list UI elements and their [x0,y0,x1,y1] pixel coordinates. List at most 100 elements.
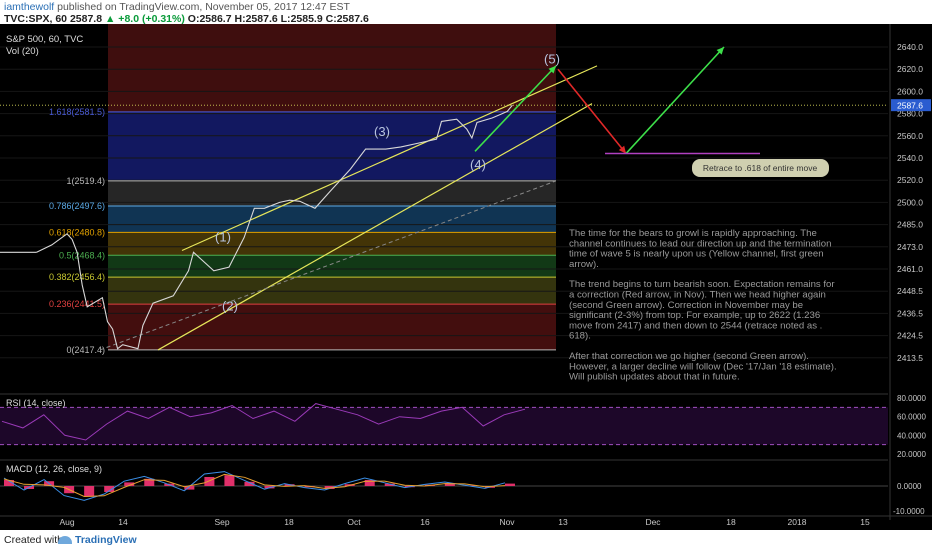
macd-histogram-bar [444,483,455,486]
wave-label: (2) [222,299,238,314]
note-line: The time for the bears to growl is rapid… [569,228,817,239]
time-tick: Aug [59,517,74,527]
price-axis[interactable]: 2640.0 2620.0 2600.0 2580.0 2560.0 2540.0 2520… [889,24,931,520]
price-series [0,104,513,350]
price-tick: 2424.5 [897,331,923,341]
footer: Created with TradingView [0,530,932,550]
time-tick: 2018 [788,517,807,527]
wave-label: (3) [374,124,390,139]
price-tick: 2540.0 [897,153,923,163]
fib-zone [108,232,556,256]
macd-histogram-bar [264,486,275,489]
note-line: channel continues to lead our direction … [569,238,831,249]
wave-label: (1) [215,229,231,244]
fib-zone [108,180,556,206]
fib-zone [108,205,556,233]
price-tick: 2448.5 [897,286,923,296]
note-line: However, a larger decline will follow (D… [569,361,837,372]
low-value: 2585.9 [290,13,323,25]
low-label: L: [280,13,291,25]
grid-lines [0,46,888,359]
last-price-badge-text: 2587.6 [897,101,923,111]
note-line: The trend begins to turn bearish soon. E… [569,279,835,290]
rsi-tick: 40.0000 [897,431,926,440]
rsi-label: RSI (14, close) [6,398,66,408]
fib-level-label: 1(2519.4) [66,176,105,186]
publication-header: iamthewolf published on TradingView.com,… [0,0,932,25]
price-tick: 2473.0 [897,242,923,252]
close-value: 2587.6 [336,13,369,25]
macd-histogram-bar [364,480,375,486]
open-value: 2586.7 [199,13,232,25]
macd-line [3,471,506,501]
price-tick: 2485.0 [897,220,923,230]
fib-zone [108,255,556,278]
fibonacci-zones [108,24,556,350]
rsi-band [0,407,888,445]
wave5-green-arrow [474,65,557,152]
analysis-note: The time for the bears to growl is rapid… [569,228,837,383]
macd-histogram-bar [144,478,155,486]
price-tick: 2461.0 [897,264,923,274]
time-tick: 18 [284,517,294,527]
ohlc-line: TVC:SPX, 60 2587.8 ▲ +8.0 (+0.31%) O:258… [4,13,369,25]
macd-histogram-bar [4,480,15,486]
callout-text: Retrace to .618 of entire move [703,163,818,173]
macd-histogram-bar [124,482,135,486]
high-label: H: [234,13,246,25]
fib-zone [108,304,556,350]
second-green-arrow [625,46,725,155]
note-line: After that correction we go higher (seco… [569,351,809,362]
price-tick: 2500.0 [897,197,923,207]
macd-tick: 0.0000 [897,482,922,491]
fib-level-label: 0.5(2468.4) [59,250,105,260]
fib-zone [108,277,556,305]
fib-level-label: 0(2417.4) [66,345,105,355]
price-tick: 2436.5 [897,308,923,318]
rsi-tick: 80.0000 [897,394,926,403]
time-tick: 18 [726,517,736,527]
high-value: 2587.6 [245,13,278,25]
price-tick: 2640.0 [897,42,923,52]
note-line: Will publish updates about that in futur… [569,372,740,383]
fib-zone [108,111,556,181]
symbol-label: TVC:SPX, 60 [4,13,68,25]
price-tick: 2413.5 [897,353,923,363]
time-axis[interactable]: Aug 14 Sep 18 Oct 16 Nov 13 Dec 18 2018 15 [0,515,932,527]
price-tick: 2620.0 [897,64,923,74]
note-line: time of wave 5 is nearly upon us (Yellow… [569,249,824,260]
fib-level-label: 1.618(2581.5) [49,107,105,117]
close-label: C: [325,13,337,25]
price-tick: 2580.0 [897,109,923,119]
note-line: arrow). [569,259,599,270]
author-link[interactable]: iamthewolf [4,1,55,13]
wave-label: (4) [470,157,486,172]
time-tick: 16 [420,517,430,527]
macd-histogram-bar [224,475,235,486]
fib-level-label: 0.236(2441.5) [49,299,105,309]
correction-red-arrow [557,68,627,155]
time-tick: Sep [214,517,229,527]
fibonacci-levels: 1.618(2581.5) 1(2519.4) 0.786(2497.6) 0.618… [49,107,556,355]
correction-red-arrow-head [618,145,626,154]
wave5-green-arrow-head [548,65,556,74]
rsi-line [1,403,526,441]
macd-label: MACD (12, 26, close, 9) [6,464,102,474]
price-tick: 2600.0 [897,86,923,96]
fib-level-label: 0.382(2456.4) [49,272,105,282]
note-line: a correction (Red arrow, in Nov). Then w… [569,290,826,301]
tradingview-logo[interactable]: TradingView [58,534,137,546]
rsi-tick: 60.0000 [897,413,926,422]
time-tick: Nov [499,517,515,527]
macd-histogram-bar [384,483,395,486]
price-line [36,104,513,350]
trend-dashed-line [99,180,556,351]
note-line: (second Green arrow). Correction in Nove… [569,300,803,311]
chart-title: S&P 500, 60, TVC [6,34,83,45]
note-line: significant (2-3%) from top. For example… [569,310,820,321]
price-chart[interactable]: 1.618(2581.5) 1(2519.4) 0.786(2497.6) 0.618… [0,24,932,530]
channel-lower-line [157,103,593,351]
macd-pane: MACD (12, 26, close, 9) 0.0000 -10.0000 [0,459,925,516]
fib-level-label: 0.786(2497.6) [49,201,105,211]
time-tick: 13 [558,517,568,527]
